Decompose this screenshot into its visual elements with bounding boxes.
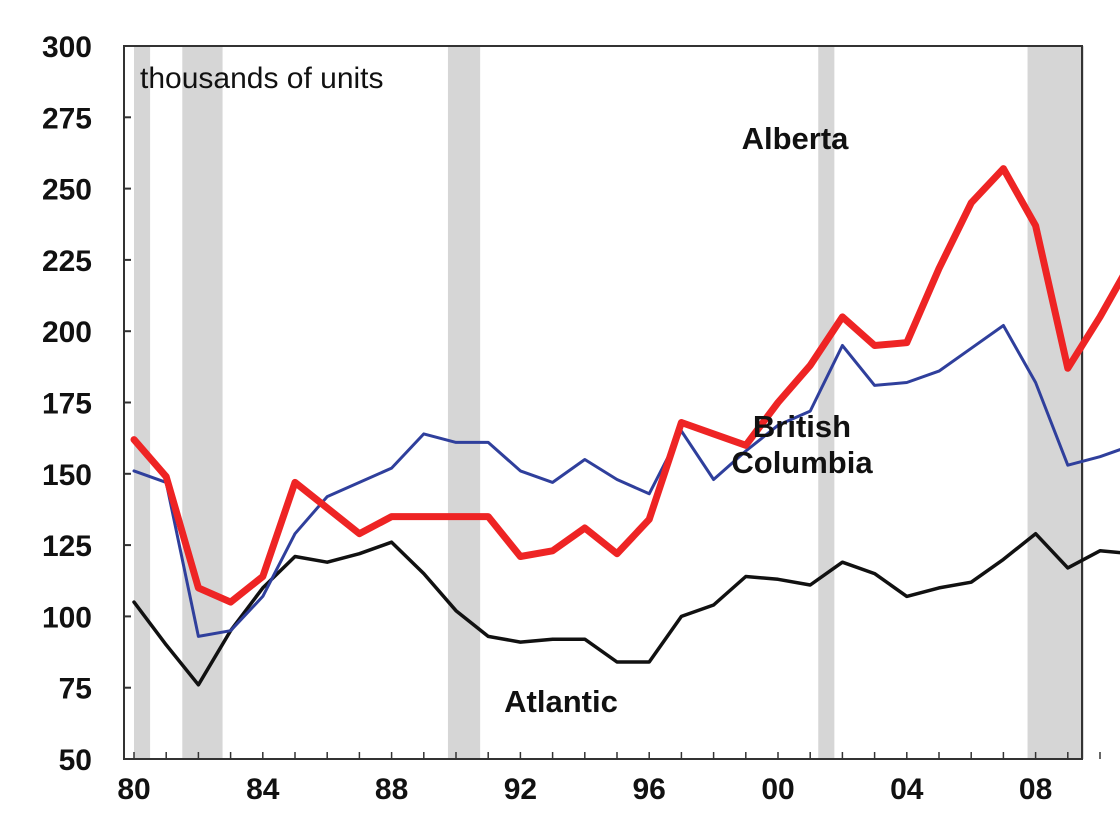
x-tick-label: 96: [633, 773, 666, 806]
y-tick-label: 125: [42, 530, 92, 563]
x-tick-label: 80: [117, 773, 150, 806]
y-tick-label: 225: [42, 245, 92, 278]
y-tick-label: 175: [42, 388, 92, 421]
recession-band: [818, 46, 835, 759]
recession-band: [182, 46, 223, 759]
y-tick-label: 300: [42, 31, 92, 64]
y-tick-label: 200: [42, 316, 92, 349]
y-tick-label: 100: [42, 601, 92, 634]
x-axis: 808488929600040812: [117, 752, 1101, 806]
y-tick-label: 75: [59, 673, 92, 706]
series-lines: [130, 165, 1120, 687]
x-tick-label: 00: [761, 773, 794, 806]
x-tick-label: 92: [504, 773, 537, 806]
x-tick-label: 08: [1019, 773, 1052, 806]
y-tick-label: 150: [42, 459, 92, 492]
series-label-atlantic: Atlantic: [504, 684, 618, 719]
series-labels: Alberta British Columbia Atlantic: [504, 121, 873, 719]
series-line-alberta: [130, 165, 1120, 606]
units-annotation: thousands of units: [140, 62, 384, 95]
series-line-british-columbia: [132, 324, 1120, 638]
y-tick-label: 275: [42, 102, 92, 135]
y-tick-label: 50: [59, 744, 92, 777]
x-tick-label: 88: [375, 773, 408, 806]
recession-band: [447, 46, 481, 759]
y-tick-label: 250: [42, 174, 92, 207]
series-label-british-columbia: British Columbia: [731, 409, 873, 480]
series-line-atlantic: [132, 531, 1120, 687]
recession-band: [1027, 46, 1084, 759]
x-tick-label: 84: [246, 773, 280, 806]
series-label-alberta: Alberta: [742, 121, 850, 156]
x-tick-label: 04: [890, 773, 924, 806]
recession-band: [134, 46, 151, 759]
y-axis: 50 75 100 125 150 175 200 225 250 275 300: [42, 31, 131, 777]
recession-bands: [134, 46, 1084, 759]
